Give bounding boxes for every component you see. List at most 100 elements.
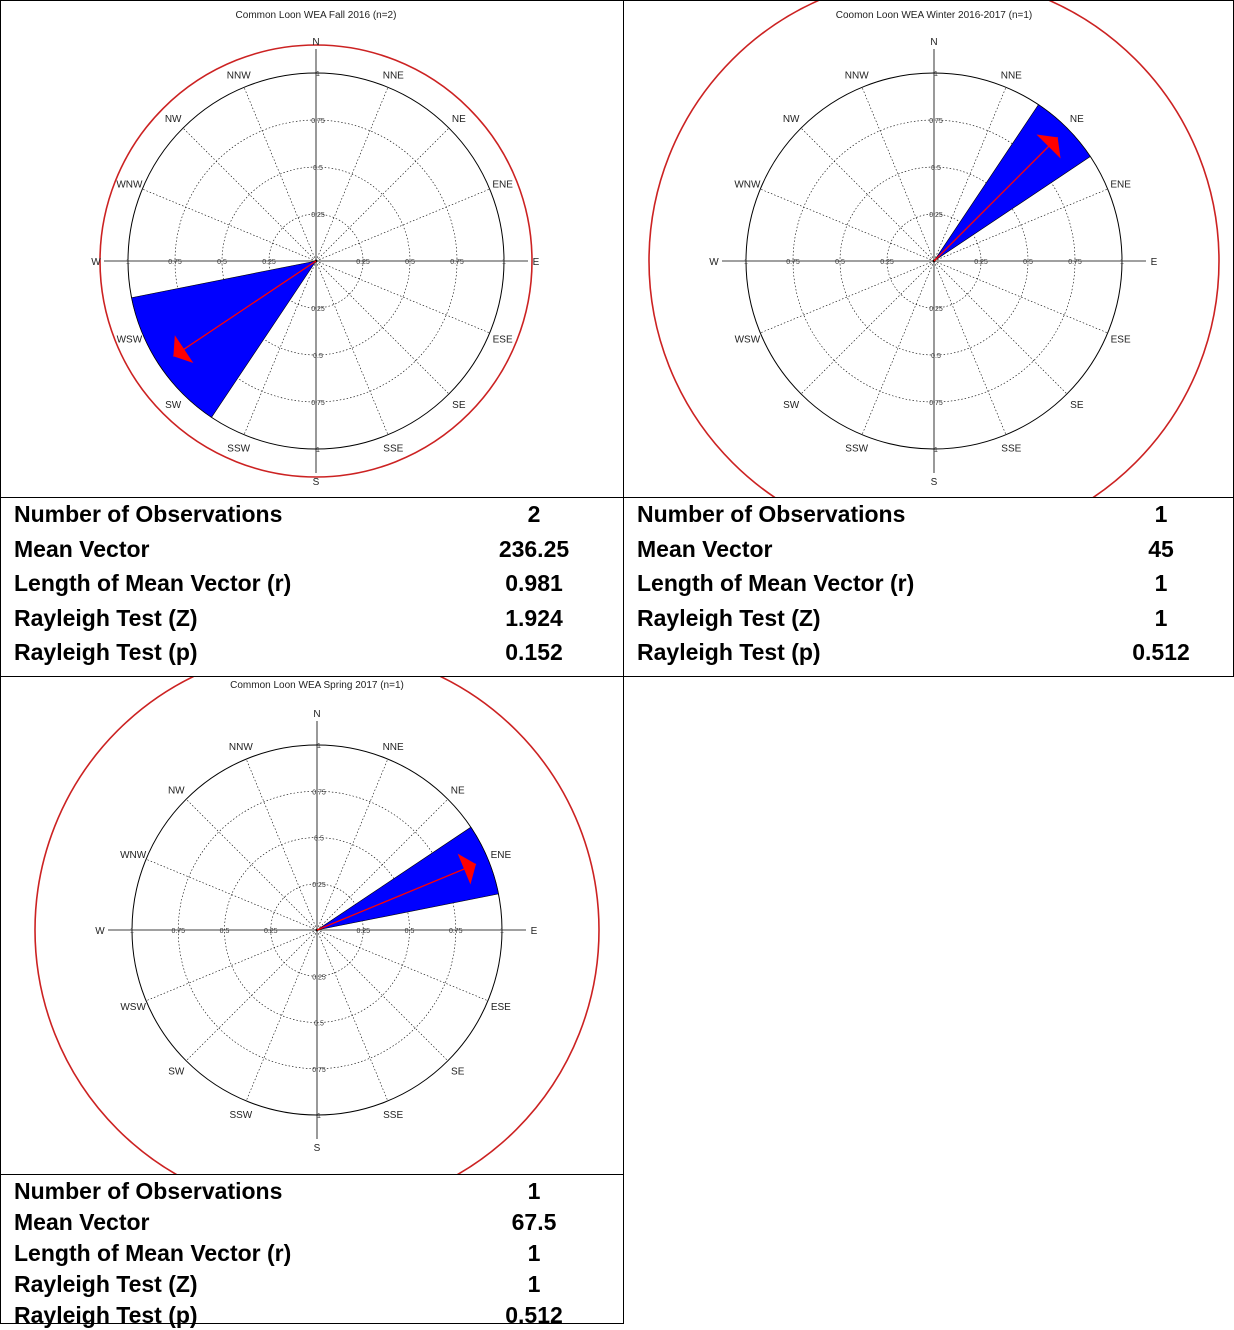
direction-label: NNE: [1001, 70, 1022, 81]
grid-spoke: [933, 260, 1108, 334]
radial-tick-label: 0.75: [449, 928, 463, 935]
mean-vector-line: [173, 260, 317, 357]
stats-row: Rayleigh Test (p) 0.152: [1, 636, 623, 671]
radial-tick-label: 0.5: [217, 259, 227, 266]
chart-title: Coomon Loon WEA Winter 2016-2017 (n=1): [836, 10, 1033, 21]
direction-label: WNW: [116, 180, 143, 191]
chart-title: Common Loon WEA Fall 2016 (n=2): [236, 10, 397, 21]
direction-label: S: [313, 477, 320, 488]
stats-row: Number of Observations 1: [624, 498, 1233, 533]
direction-label: E: [533, 257, 540, 268]
stat-value: 67.5: [511, 1209, 557, 1235]
stats-row: Length of Mean Vector (r) 1: [624, 567, 1233, 602]
direction-label: SE: [1070, 400, 1084, 411]
radial-tick-label: 0.25: [264, 928, 278, 935]
rose-chart-winter: 0.25 0.25 0.25 0.25 0.5 0.5 0.5 0.5 0.75 0.75 0.75…: [648, 1, 1220, 497]
direction-label: NNE: [383, 70, 404, 81]
direction-label: S: [931, 477, 938, 488]
radial-tick-label: 0.75: [311, 400, 325, 407]
stat-label: Rayleigh Test (Z): [637, 604, 821, 631]
direction-label: SW: [168, 1067, 185, 1078]
outer-ring: [648, 1, 1220, 497]
direction-label: E: [531, 926, 538, 937]
direction-label: SE: [451, 1067, 465, 1078]
radial-tick-label: 0.5: [314, 836, 324, 843]
direction-label: ENE: [492, 180, 513, 191]
mean-vector-line: [933, 136, 1059, 262]
stat-value: 45: [1148, 535, 1174, 562]
stat-label: Rayleigh Test (p): [14, 639, 198, 666]
direction-label: NW: [165, 114, 182, 125]
chart-title: Common Loon WEA Spring 2017 (n=1): [230, 680, 404, 691]
grid-spoke: [316, 929, 449, 1062]
stat-value: 1: [527, 1271, 541, 1297]
direction-label: NNW: [845, 70, 869, 81]
radial-tick-label: 1: [744, 259, 748, 266]
radial-tick-label: 1: [316, 447, 320, 454]
radial-tick-label: 0.5: [931, 165, 941, 172]
grid-spoke: [315, 260, 389, 435]
radial-tick-label: 1: [502, 259, 506, 266]
direction-label: SSW: [229, 1110, 252, 1121]
radial-tick-label: 0.75: [929, 118, 943, 125]
radial-tick-label: 0.75: [171, 928, 185, 935]
radial-tick-label: 0.25: [356, 259, 370, 266]
radial-tick-label: 1: [1120, 259, 1124, 266]
grid-spoke: [243, 87, 317, 262]
radial-tick-label: 0.25: [311, 306, 325, 313]
direction-label: S: [314, 1143, 321, 1154]
outer-ring: [99, 44, 533, 478]
grid-spoke: [760, 260, 935, 334]
stat-value: 0.512: [1132, 639, 1190, 666]
rose-plot-fall: 0.25 0.25 0.25 0.25 0.5 0.5 0.5 0.5 0.75 0.75 0.75…: [1, 1, 623, 497]
stat-label: Number of Observations: [14, 1178, 283, 1204]
radial-tick-label: 0.25: [974, 259, 988, 266]
direction-label: ESE: [491, 1002, 511, 1013]
radial-tick-label: 0.75: [786, 259, 800, 266]
stats-row: Rayleigh Test (Z) 1: [1, 1268, 623, 1299]
stat-value: 1: [1154, 604, 1168, 631]
grid-spoke: [245, 758, 318, 931]
grid-spoke: [315, 260, 490, 334]
direction-wedge: [316, 826, 499, 931]
direction-wedge: [131, 260, 317, 418]
stats-row: Mean Vector 236.25: [1, 533, 623, 568]
stat-label: Rayleigh Test (p): [637, 639, 821, 666]
direction-label: NNW: [227, 70, 251, 81]
stat-value: 1: [527, 1178, 541, 1204]
radial-tick-label: 0.5: [220, 928, 230, 935]
radial-tick-label: 0.25: [929, 212, 943, 219]
radial-tick-label: 0.5: [313, 165, 323, 172]
stats-row: Number of Observations 2: [1, 498, 623, 533]
direction-label: NW: [168, 785, 185, 796]
grid-spoke: [861, 87, 935, 262]
stat-label: Length of Mean Vector (r): [637, 570, 915, 597]
stats-table-fall: Number of Observations 2 Mean Vector 236.2…: [1, 497, 623, 671]
stats-row: Rayleigh Test (Z) 1: [624, 602, 1233, 637]
grid-spoke: [933, 260, 1007, 435]
radial-tick-label: 0.75: [168, 259, 182, 266]
stats-table-winter: Number of Observations 1 Mean Vector 45 Le…: [624, 497, 1233, 671]
rose-plot-winter: 0.25 0.25 0.25 0.25 0.5 0.5 0.5 0.5 0.75 0.75 0.75…: [624, 1, 1233, 497]
stat-value: 0.512: [505, 1302, 563, 1328]
grid-spoke: [142, 188, 317, 262]
grid-spoke: [185, 929, 318, 1062]
direction-label: N: [930, 37, 937, 48]
radial-tick-label: 0.5: [314, 1021, 324, 1028]
stat-label: Rayleigh Test (Z): [14, 1271, 198, 1297]
radial-tick-label: 0.75: [312, 1067, 326, 1074]
stats-row: Number of Observations 1: [1, 1175, 623, 1206]
direction-label: WSW: [735, 334, 761, 345]
panel-spring-2017: 0.25 0.25 0.25 0.25 0.5 0.5 0.5 0.5 0.75 0.75 0.75…: [0, 676, 624, 1328]
grid-spoke: [316, 798, 449, 931]
radial-tick-label: 0.25: [880, 259, 894, 266]
direction-label: ENE: [491, 850, 512, 861]
stats-row: Mean Vector 45: [624, 533, 1233, 568]
radial-tick-label: 0.5: [405, 259, 415, 266]
stats-row: Rayleigh Test (p) 0.512: [1, 1299, 623, 1330]
rose-plot-spring: 0.25 0.25 0.25 0.25 0.5 0.5 0.5 0.5 0.75 0.75 0.75…: [1, 677, 623, 1174]
mean-vector-line: [316, 863, 477, 931]
grid-spoke: [245, 929, 318, 1102]
stat-value: 0.981: [505, 570, 563, 597]
stat-value: 0.152: [505, 639, 563, 666]
